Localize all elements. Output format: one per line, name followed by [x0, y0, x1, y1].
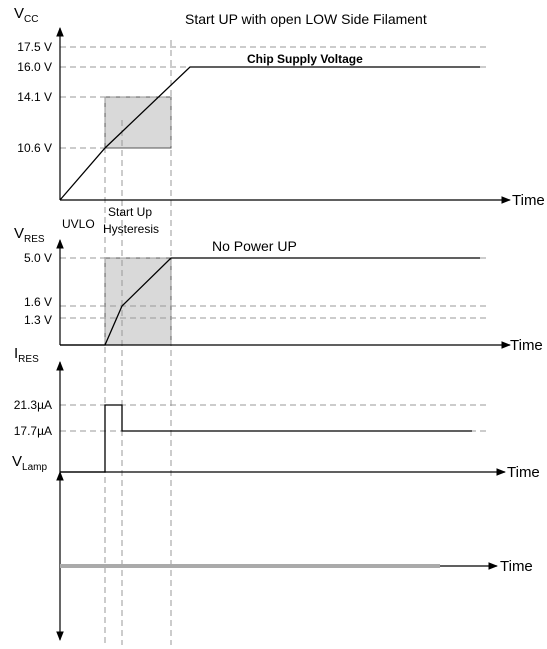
hysteresis-region: [104, 96, 172, 149]
axis-label: VCC: [14, 5, 38, 25]
level-label: 5.0 V: [24, 251, 52, 265]
level-label: 17.5 V: [17, 40, 52, 54]
time-label: Time: [512, 192, 545, 209]
level-label: 21.3µA: [14, 398, 52, 412]
axis-label: VLamp: [12, 453, 47, 473]
level-label: 10.6 V: [17, 141, 52, 155]
level-label: 16.0 V: [17, 60, 52, 74]
level-label: 14.1 V: [17, 90, 52, 104]
axis-label: VRES: [14, 225, 45, 245]
level-label: 1.3 V: [24, 313, 52, 327]
hysteresis-region: [104, 257, 172, 346]
level-label: 1.6 V: [24, 295, 52, 309]
time-label: Time: [500, 558, 533, 575]
phase-label: Hysteresis: [103, 222, 159, 236]
trace-label: No Power UP: [212, 238, 297, 254]
trace-label: Chip Supply Voltage: [247, 52, 363, 66]
level-label: 17.7µA: [14, 424, 52, 438]
phase-label: UVLO: [62, 217, 95, 231]
time-label: Time: [507, 464, 540, 481]
vcc-trace: [59, 66, 480, 201]
vres-trace: [60, 257, 480, 346]
time-label: Time: [510, 337, 543, 354]
axis-label: IRES: [14, 345, 39, 365]
title: Start UP with open LOW Side Filament: [185, 11, 427, 27]
level-labels: 17.5 V 16.0 V 14.1 V 10.6 V 5.0 V 1.6 V …: [14, 40, 52, 438]
phase-label: Start Up: [108, 205, 152, 219]
ires-trace: [60, 404, 472, 473]
phase-guides: [104, 40, 172, 645]
